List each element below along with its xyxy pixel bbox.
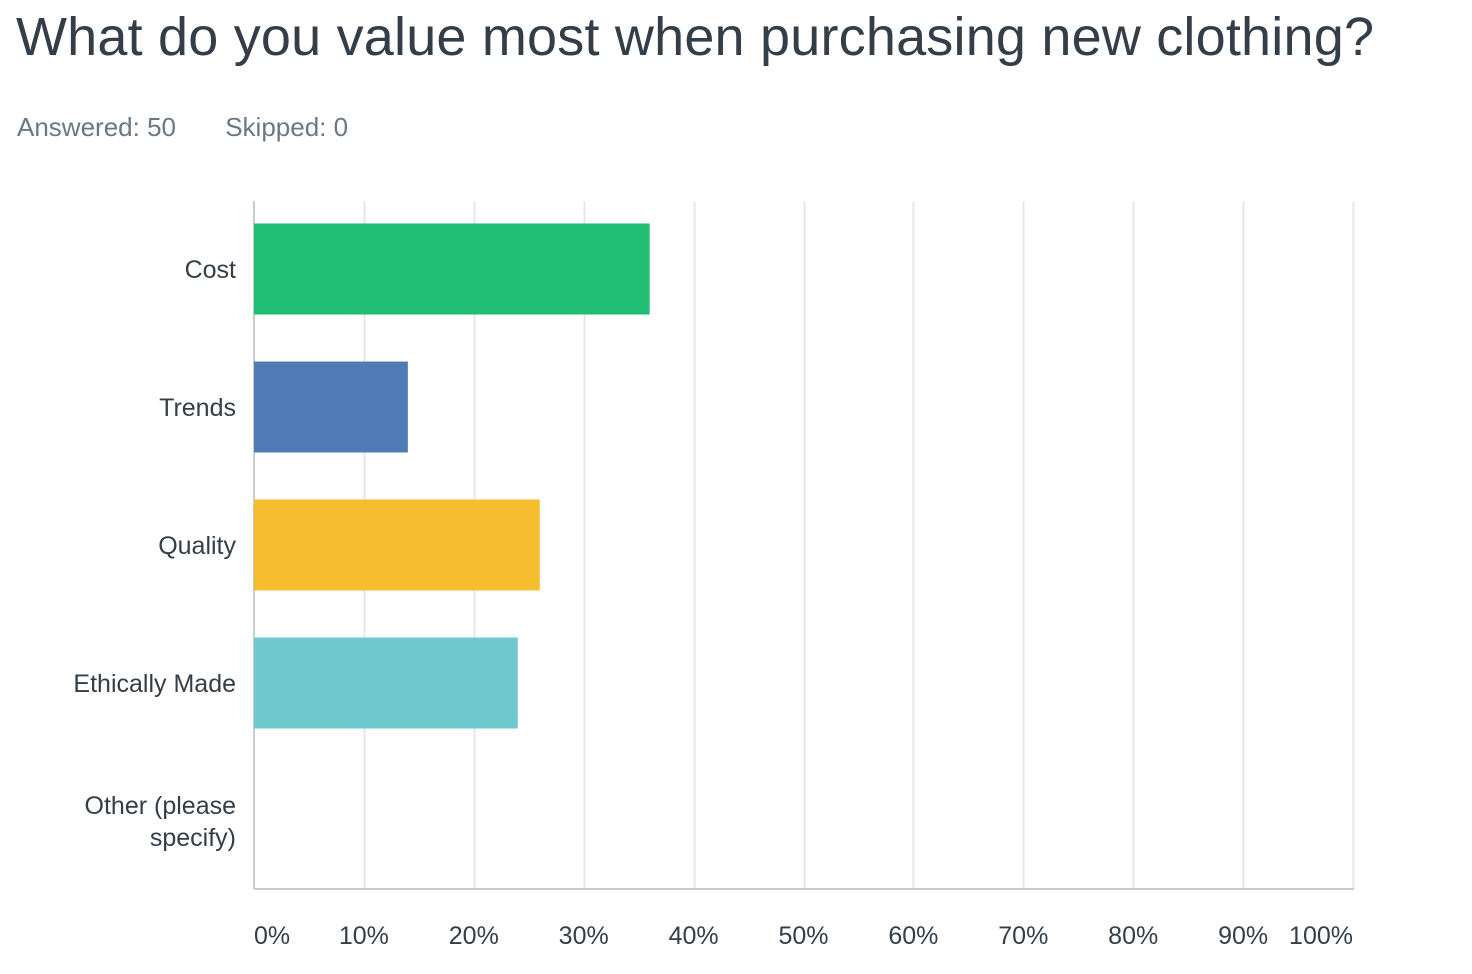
category-label: Ethically Made: [73, 670, 236, 698]
x-tick-label: 30%: [559, 922, 609, 950]
x-tick-label: 20%: [449, 922, 499, 950]
answered-count: Answered: 50: [17, 112, 176, 142]
category-label: Trends: [159, 394, 236, 422]
question-title: What do you value most when purchasing n…: [16, 7, 1375, 67]
category-label: specify): [150, 824, 236, 852]
x-tick-label: 70%: [998, 922, 1048, 950]
bar: [254, 223, 650, 315]
x-tick-label: 60%: [888, 922, 938, 950]
response-stats: Answered: 50 Skipped: 0: [17, 112, 390, 143]
x-tick-label: 10%: [339, 922, 389, 950]
category-label: Quality: [158, 532, 236, 560]
x-tick-label: 80%: [1108, 922, 1158, 950]
x-tick-label: 100%: [1289, 922, 1353, 950]
bar: [254, 361, 408, 453]
x-tick-label: 40%: [669, 922, 719, 950]
bar: [254, 499, 540, 591]
category-label: Cost: [185, 256, 236, 284]
x-tick-label: 0%: [254, 922, 290, 950]
x-tick-label: 50%: [778, 922, 828, 950]
skipped-count: Skipped: 0: [225, 112, 349, 142]
bar: [254, 637, 518, 729]
x-tick-label: 90%: [1218, 922, 1268, 950]
category-label: Other (please: [85, 792, 236, 820]
